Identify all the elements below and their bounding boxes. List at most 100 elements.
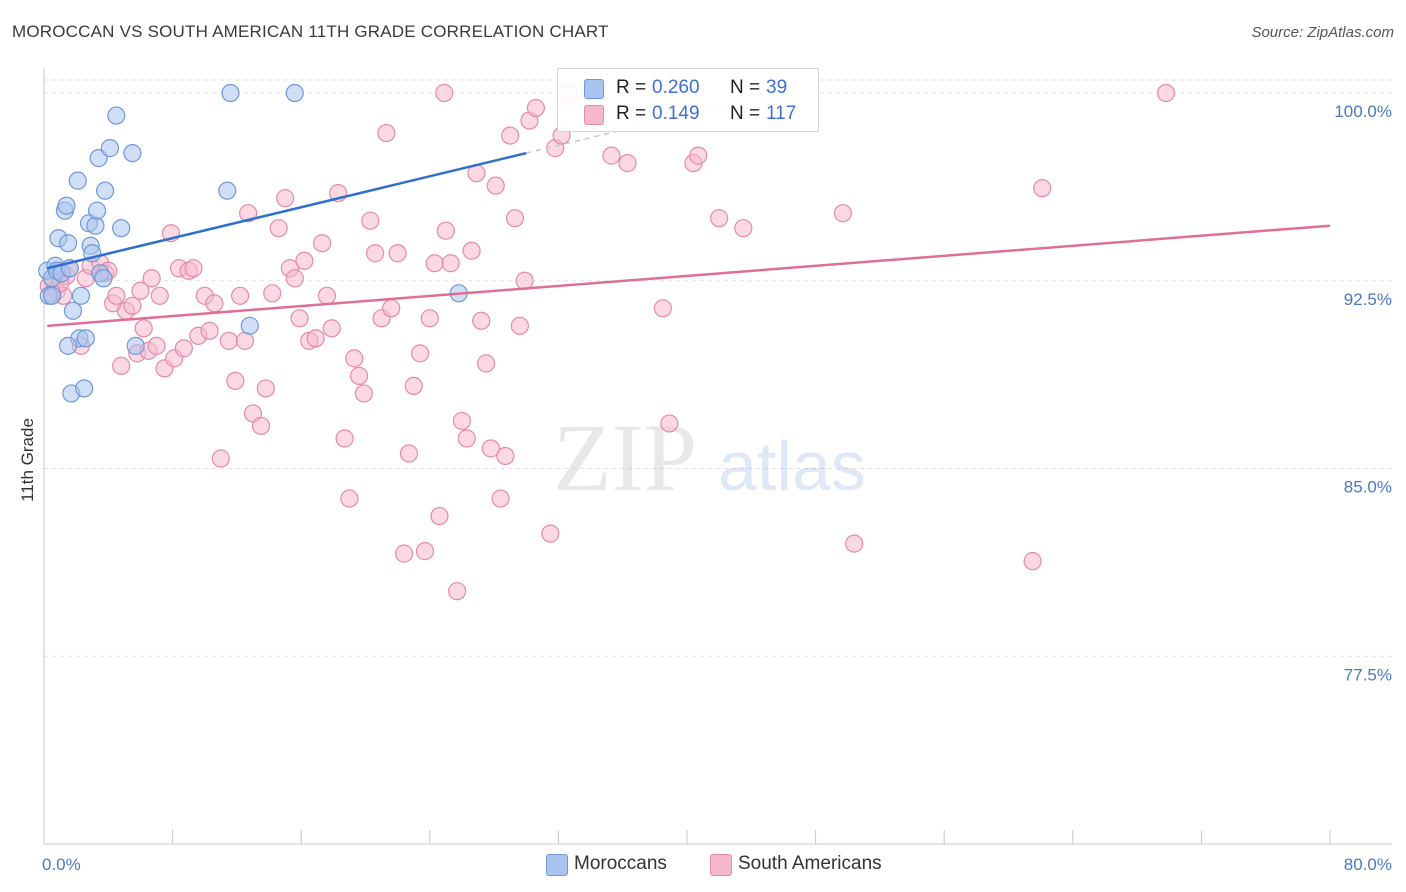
data-point <box>399 444 419 463</box>
data-point <box>147 336 166 355</box>
data-point <box>734 219 753 238</box>
y-tick-label: 92.5% <box>1344 290 1392 309</box>
watermark: ZIP atlas <box>553 404 866 511</box>
data-point <box>263 284 282 303</box>
data-point <box>290 309 309 328</box>
data-point <box>150 286 169 305</box>
data-point <box>845 534 864 553</box>
data-point <box>388 244 407 263</box>
data-point <box>112 356 131 375</box>
data-point <box>71 286 91 305</box>
data-point <box>134 319 153 338</box>
data-point <box>285 269 304 288</box>
data-point <box>481 439 500 458</box>
data-point <box>496 446 515 466</box>
y-axis-label: 11th Grade <box>18 418 37 502</box>
data-point <box>476 354 496 373</box>
data-point <box>689 146 708 165</box>
data-point <box>618 154 637 173</box>
data-point <box>123 144 142 163</box>
data-point <box>231 286 250 305</box>
data-point <box>425 254 444 273</box>
data-point <box>86 216 105 235</box>
series-moroccans <box>38 83 468 403</box>
data-point <box>436 221 455 240</box>
legend-n-label: N = <box>730 103 761 124</box>
data-point <box>435 83 454 103</box>
data-point <box>142 269 161 288</box>
legend-r-label: R = <box>616 77 647 98</box>
data-point <box>441 254 460 273</box>
trend-line <box>46 151 527 270</box>
trend-line <box>47 224 1331 328</box>
legend-row-moroccans: R = 0.260 N = 39 <box>558 75 818 101</box>
data-point <box>510 316 529 335</box>
data-point <box>420 309 439 328</box>
bottom-legend: Moroccans South Americans <box>0 852 1406 878</box>
data-point <box>486 176 505 195</box>
data-point <box>57 196 76 215</box>
data-point <box>269 219 288 238</box>
data-point <box>226 371 245 391</box>
data-point <box>95 181 115 200</box>
data-point <box>322 319 341 338</box>
data-point <box>515 271 534 290</box>
chart-title: MOROCCAN VS SOUTH AMERICAN 11TH GRADE CO… <box>12 22 609 41</box>
data-point <box>660 414 679 433</box>
bottom-legend-swatch-south-americans <box>710 854 732 876</box>
data-point <box>100 139 120 158</box>
data-point <box>457 429 476 448</box>
legend-n-value: 39 <box>766 77 788 98</box>
data-point <box>462 241 481 260</box>
data-point <box>107 106 126 125</box>
data-point <box>59 234 78 253</box>
data-point <box>1033 179 1052 198</box>
data-point <box>131 281 150 300</box>
data-point <box>361 211 380 230</box>
data-point <box>349 366 369 385</box>
x-tick-labels: 0.0% 80.0% <box>42 855 1392 874</box>
data-point <box>295 251 314 270</box>
data-point <box>251 416 271 436</box>
data-point <box>345 349 364 368</box>
data-point <box>505 209 525 228</box>
data-point <box>205 294 224 313</box>
data-point <box>491 489 510 508</box>
data-point <box>415 542 435 561</box>
data-point <box>317 286 337 305</box>
data-point <box>472 311 491 330</box>
series-south-americans <box>39 83 1176 601</box>
data-point <box>411 344 430 363</box>
data-point <box>235 331 255 350</box>
data-point <box>1156 83 1176 103</box>
data-point <box>211 449 230 468</box>
bottom-legend-label: South Americans <box>738 853 882 874</box>
x-tick-label: 80.0% <box>1344 855 1392 874</box>
legend-swatch-south-americans <box>584 105 604 125</box>
data-point <box>377 123 396 143</box>
y-tick-labels: 100.0% 92.5% 85.0% 77.5% <box>1334 102 1392 684</box>
x-tick-label: 0.0% <box>42 855 81 874</box>
data-point <box>239 204 258 223</box>
data-point <box>75 379 94 398</box>
data-point <box>382 299 401 318</box>
y-tick-label: 77.5% <box>1344 665 1392 684</box>
data-point <box>653 299 672 318</box>
data-point <box>501 126 520 145</box>
data-point <box>112 219 131 238</box>
legend-row-south-americans: R = 0.149 N = 117 <box>558 101 818 127</box>
data-point <box>366 244 385 263</box>
data-point <box>312 234 332 253</box>
bottom-legend-label: Moroccans <box>574 853 667 874</box>
data-point <box>240 316 259 335</box>
data-point <box>76 329 95 348</box>
data-point <box>306 329 325 348</box>
grid-lines <box>44 79 1392 657</box>
data-point <box>68 171 87 190</box>
y-tick-label: 100.0% <box>1334 102 1392 121</box>
data-point <box>184 259 203 278</box>
data-point <box>430 506 449 526</box>
data-point <box>63 301 83 320</box>
legend-r-label: R = <box>616 103 647 124</box>
